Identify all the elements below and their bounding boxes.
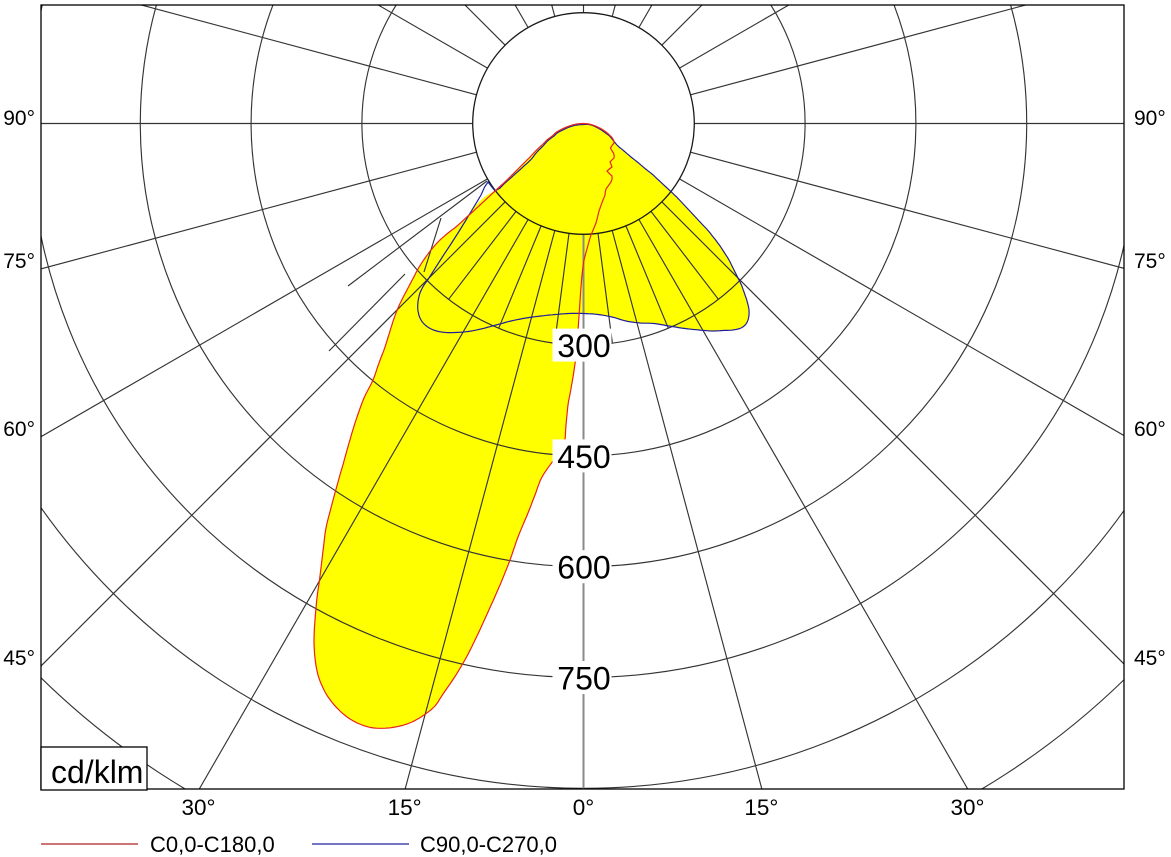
- svg-text:450: 450: [557, 439, 610, 475]
- svg-text:30°: 30°: [181, 795, 215, 820]
- svg-text:600: 600: [557, 550, 610, 586]
- svg-text:300: 300: [557, 328, 610, 364]
- svg-text:45°: 45°: [1134, 647, 1166, 670]
- svg-text:60°: 60°: [1134, 418, 1166, 441]
- svg-text:C0,0-C180,0: C0,0-C180,0: [150, 832, 275, 857]
- svg-text:30°: 30°: [950, 795, 984, 820]
- svg-text:60°: 60°: [3, 418, 35, 441]
- svg-text:15°: 15°: [744, 795, 778, 820]
- svg-text:0°: 0°: [573, 795, 595, 820]
- svg-text:cd/klm: cd/klm: [51, 754, 143, 790]
- svg-text:75°: 75°: [3, 250, 35, 273]
- svg-text:90°: 90°: [1134, 107, 1166, 130]
- svg-text:15°: 15°: [388, 795, 422, 820]
- svg-text:750: 750: [557, 661, 610, 697]
- svg-text:C90,0-C270,0: C90,0-C270,0: [420, 832, 557, 857]
- svg-text:45°: 45°: [3, 647, 35, 670]
- svg-text:75°: 75°: [1134, 250, 1166, 273]
- svg-text:90°: 90°: [3, 107, 35, 130]
